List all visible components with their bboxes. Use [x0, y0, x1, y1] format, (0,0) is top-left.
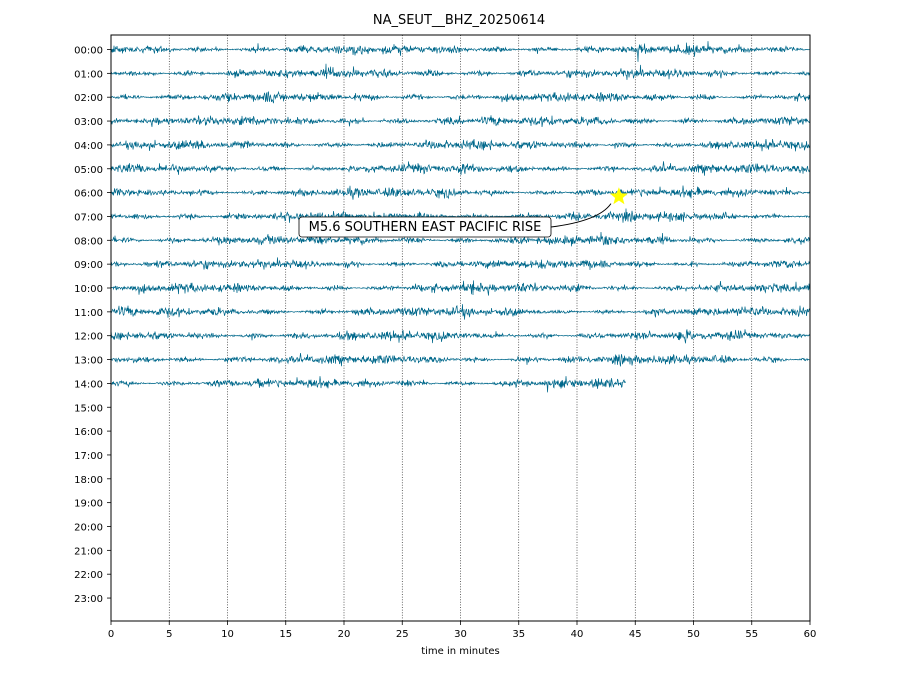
y-tick-label: 17:00: [74, 451, 103, 462]
x-tick-label: 60: [804, 629, 817, 640]
y-tick-label: 08:00: [74, 236, 103, 247]
x-tick-label: 45: [629, 629, 642, 640]
event-star-icon: [609, 187, 628, 205]
trace-0000: [110, 41, 810, 62]
trace-0200: [110, 90, 811, 104]
y-axis: 00:00 01:00 02:00 03:00 04:00 05:00 06:00 07:00…: [74, 46, 111, 605]
event-annotation: M5.6 SOUTHERN EAST PACIFIC RISE: [298, 187, 628, 238]
y-tick-label: 05:00: [74, 165, 103, 176]
y-tick-label: 18:00: [74, 475, 103, 486]
y-tick-label: 21:00: [74, 546, 103, 557]
x-tick-label: 35: [512, 629, 525, 640]
trace-1400: [110, 376, 626, 393]
trace-1300: [110, 352, 811, 367]
x-axis-label: time in minutes: [421, 646, 500, 657]
trace-0800: [110, 231, 811, 247]
y-tick-label: 01:00: [74, 69, 103, 80]
y-tick-label: 03:00: [74, 117, 103, 128]
trace-0100: [110, 63, 811, 80]
annotation-arrow: [550, 203, 612, 228]
x-tick-label: 55: [745, 629, 758, 640]
trace-1200: [110, 329, 811, 344]
y-tick-label: 15:00: [74, 403, 103, 414]
x-axis: 0 5 10 15 20 25 30 35 40 45 50 55 60: [108, 621, 817, 640]
y-tick-label: 00:00: [74, 46, 103, 57]
x-tick-label: 10: [221, 629, 234, 640]
y-tick-label: 10:00: [74, 284, 103, 295]
annotation-label: M5.6 SOUTHERN EAST PACIFIC RISE: [309, 220, 542, 235]
x-tick-label: 20: [338, 629, 351, 640]
seismic-traces: [110, 41, 811, 393]
trace-1000: [110, 280, 811, 296]
y-tick-label: 22:00: [74, 570, 103, 581]
trace-0600: [110, 185, 811, 200]
y-tick-label: 07:00: [74, 212, 103, 223]
x-tick-label: 40: [571, 629, 584, 640]
trace-0500: [110, 161, 811, 176]
trace-0300: [110, 115, 811, 128]
x-tick-label: 50: [687, 629, 700, 640]
y-tick-label: 06:00: [74, 189, 103, 200]
y-tick-label: 23:00: [74, 594, 103, 605]
x-tick-label: 5: [166, 629, 172, 640]
chart-title: NA_SEUT__BHZ_20250614: [373, 13, 545, 28]
y-tick-label: 11:00: [74, 308, 103, 319]
y-tick-label: 02:00: [74, 93, 103, 104]
x-tick-label: 25: [396, 629, 409, 640]
x-tick-label: 30: [454, 629, 467, 640]
x-tick-label: 0: [108, 629, 114, 640]
y-tick-label: 20:00: [74, 523, 103, 534]
y-tick-label: 09:00: [74, 260, 103, 271]
y-tick-label: 12:00: [74, 332, 103, 343]
trace-1100: [110, 304, 811, 320]
y-tick-label: 13:00: [74, 356, 103, 367]
x-tick-label: 15: [279, 629, 292, 640]
y-tick-label: 04:00: [74, 141, 103, 152]
y-tick-label: 14:00: [74, 379, 103, 390]
y-tick-label: 19:00: [74, 499, 103, 510]
annotation-box: [298, 216, 552, 238]
trace-0900: [110, 257, 811, 271]
trace-0400: [110, 138, 811, 152]
y-tick-label: 16:00: [74, 427, 103, 438]
